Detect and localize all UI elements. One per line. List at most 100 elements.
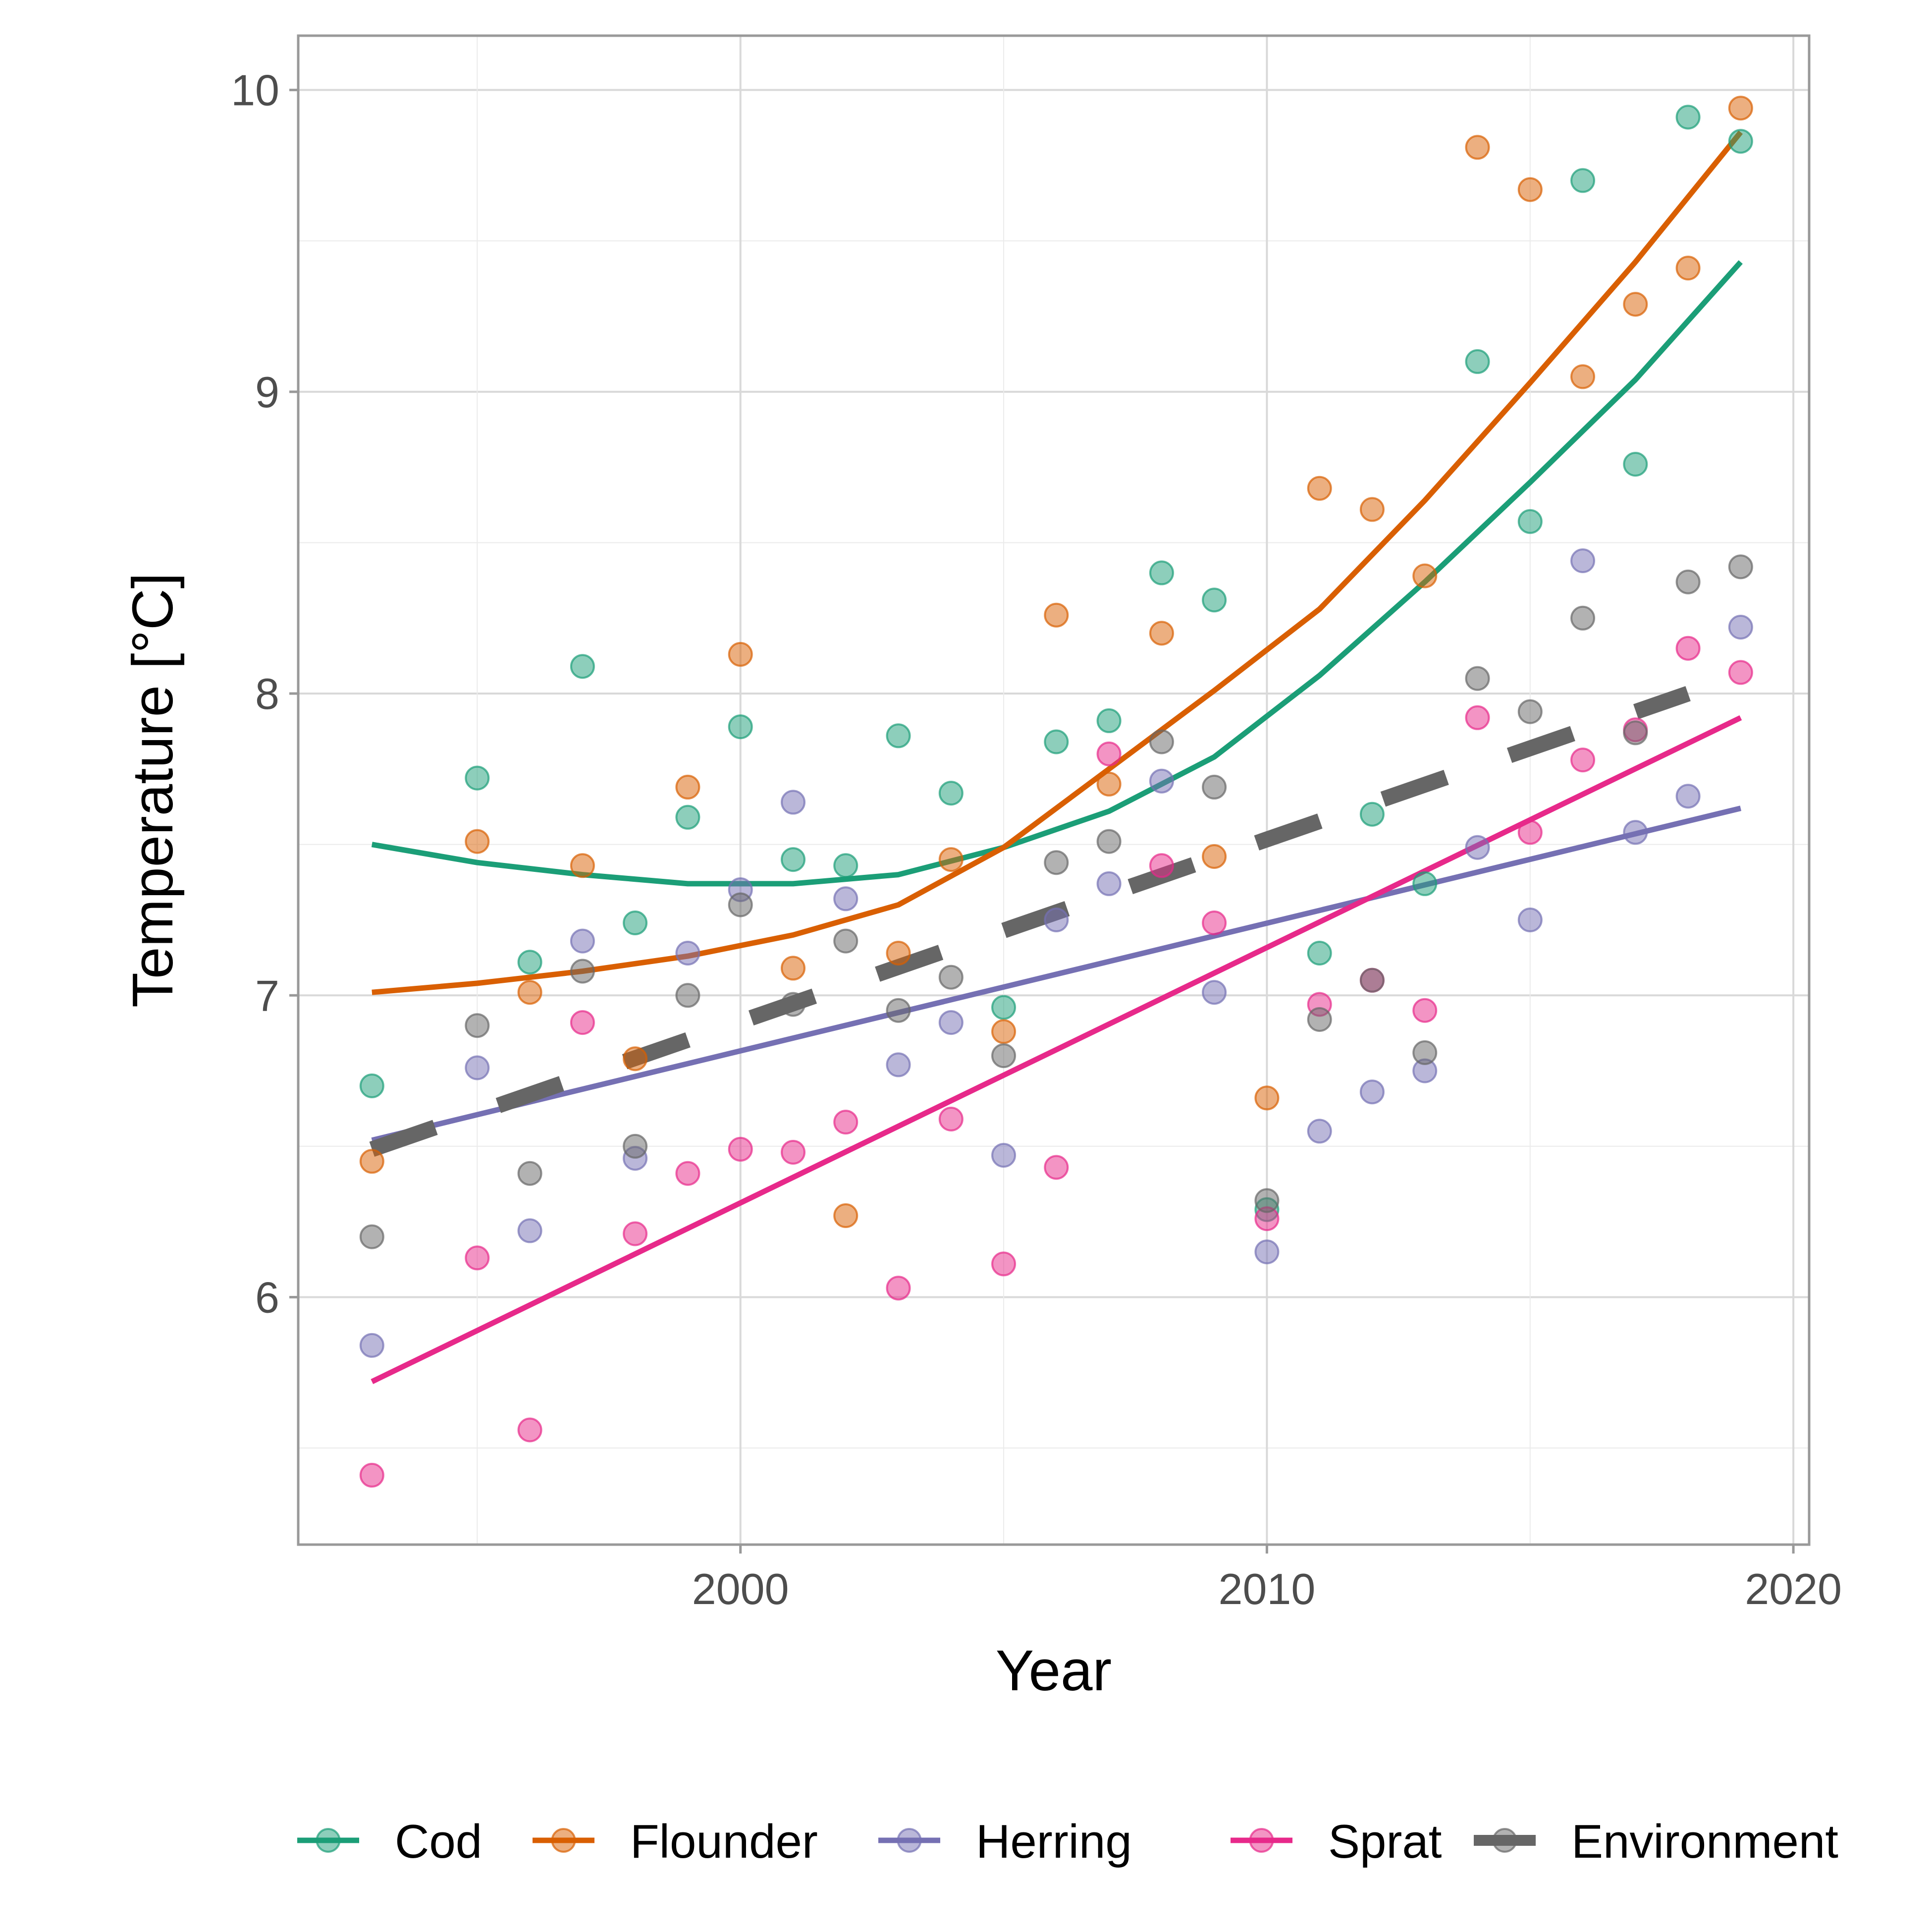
data-point — [623, 1046, 648, 1072]
data-point — [1096, 829, 1122, 854]
legend-item-environment: Environment — [1474, 1815, 1838, 1868]
data-point — [991, 1143, 1016, 1168]
data-point — [1096, 771, 1122, 797]
x-tick-label: 2010 — [1219, 1564, 1316, 1613]
trend-line-flounder — [372, 130, 1743, 995]
data-point — [781, 992, 805, 1017]
data-point — [1412, 871, 1438, 896]
data-point — [1517, 509, 1543, 534]
data-point — [1675, 784, 1701, 809]
y-tick-label: 8 — [255, 669, 279, 718]
data-point — [1623, 452, 1648, 477]
data-point — [517, 1161, 542, 1186]
data-point — [833, 853, 859, 878]
panel-border — [297, 34, 1811, 1546]
data-point — [1096, 871, 1122, 896]
data-point — [517, 980, 542, 1005]
data-point — [1096, 708, 1122, 733]
legend-item-sprat: Sprat — [1231, 1815, 1442, 1868]
data-point — [1149, 768, 1174, 794]
data-point — [728, 642, 753, 667]
x-tick-label: 2000 — [692, 1564, 789, 1613]
data-point — [781, 847, 805, 872]
data-point — [991, 1251, 1016, 1277]
data-point — [991, 995, 1016, 1020]
data-point — [781, 790, 805, 815]
data-point — [886, 1276, 911, 1301]
data-point — [1465, 705, 1490, 730]
data-point — [728, 1136, 753, 1162]
y-tick-label: 7 — [255, 971, 279, 1020]
legend-key-point — [1249, 1828, 1274, 1853]
x-tick-label: 2020 — [1745, 1564, 1842, 1613]
data-point — [1254, 1085, 1280, 1111]
data-point — [938, 1107, 964, 1131]
data-point — [1728, 660, 1753, 685]
data-point — [1096, 741, 1122, 766]
points-cod — [359, 105, 1753, 1222]
data-point — [1149, 853, 1174, 878]
data-point — [1517, 177, 1543, 202]
data-point — [1149, 729, 1174, 754]
data-point — [465, 765, 490, 791]
data-point — [938, 965, 964, 990]
data-point — [886, 1052, 911, 1077]
legend-label: Herring — [976, 1815, 1132, 1868]
data-point — [938, 847, 964, 872]
data-point — [938, 781, 964, 806]
data-point — [570, 959, 595, 984]
data-point — [1202, 774, 1227, 800]
y-tick-label: 10 — [231, 66, 279, 115]
data-point — [781, 1140, 805, 1165]
data-point — [1623, 292, 1648, 317]
data-point — [570, 928, 595, 954]
y-tick-label: 9 — [255, 368, 279, 417]
data-point — [675, 1161, 700, 1186]
data-point — [886, 941, 911, 966]
data-point — [1359, 802, 1385, 827]
x-axis-title: Year — [996, 1638, 1112, 1703]
data-point — [465, 1055, 490, 1080]
data-point — [1307, 1007, 1332, 1032]
data-point — [1517, 820, 1543, 845]
data-point — [1412, 563, 1438, 589]
data-point — [1675, 256, 1701, 281]
data-point — [570, 853, 595, 878]
data-point — [623, 1133, 648, 1159]
data-point — [1728, 615, 1753, 640]
legend-item-cod: Cod — [297, 1815, 482, 1868]
data-point — [886, 723, 911, 749]
data-point — [1570, 168, 1595, 193]
data-point — [1202, 588, 1227, 613]
data-point — [1465, 666, 1490, 691]
data-point — [991, 1043, 1016, 1069]
points-environment — [359, 554, 1753, 1249]
data-point — [1044, 729, 1069, 754]
data-point — [833, 1110, 859, 1135]
axes: 6 7 8 9 10 2000 2010 2020 — [231, 66, 1842, 1613]
data-point — [728, 892, 753, 917]
data-point — [1728, 554, 1753, 580]
legend-label: Cod — [395, 1815, 482, 1868]
data-point — [359, 1333, 384, 1358]
data-point — [833, 886, 859, 912]
data-point — [1149, 621, 1174, 646]
data-point — [675, 941, 700, 966]
data-point — [1044, 908, 1069, 932]
data-point — [359, 1073, 384, 1098]
data-point — [517, 950, 542, 975]
legend-key-point — [897, 1828, 922, 1853]
data-point — [1044, 602, 1069, 628]
data-point — [1570, 605, 1595, 631]
data-point — [1202, 980, 1227, 1005]
data-point — [1412, 1040, 1438, 1065]
trend-line-sprat — [371, 715, 1742, 1384]
data-point — [1623, 720, 1648, 746]
trend-line-environment — [369, 686, 1691, 1157]
data-point — [1412, 998, 1438, 1023]
data-point — [1359, 967, 1385, 993]
data-point — [1728, 96, 1753, 121]
data-point — [1465, 135, 1490, 160]
